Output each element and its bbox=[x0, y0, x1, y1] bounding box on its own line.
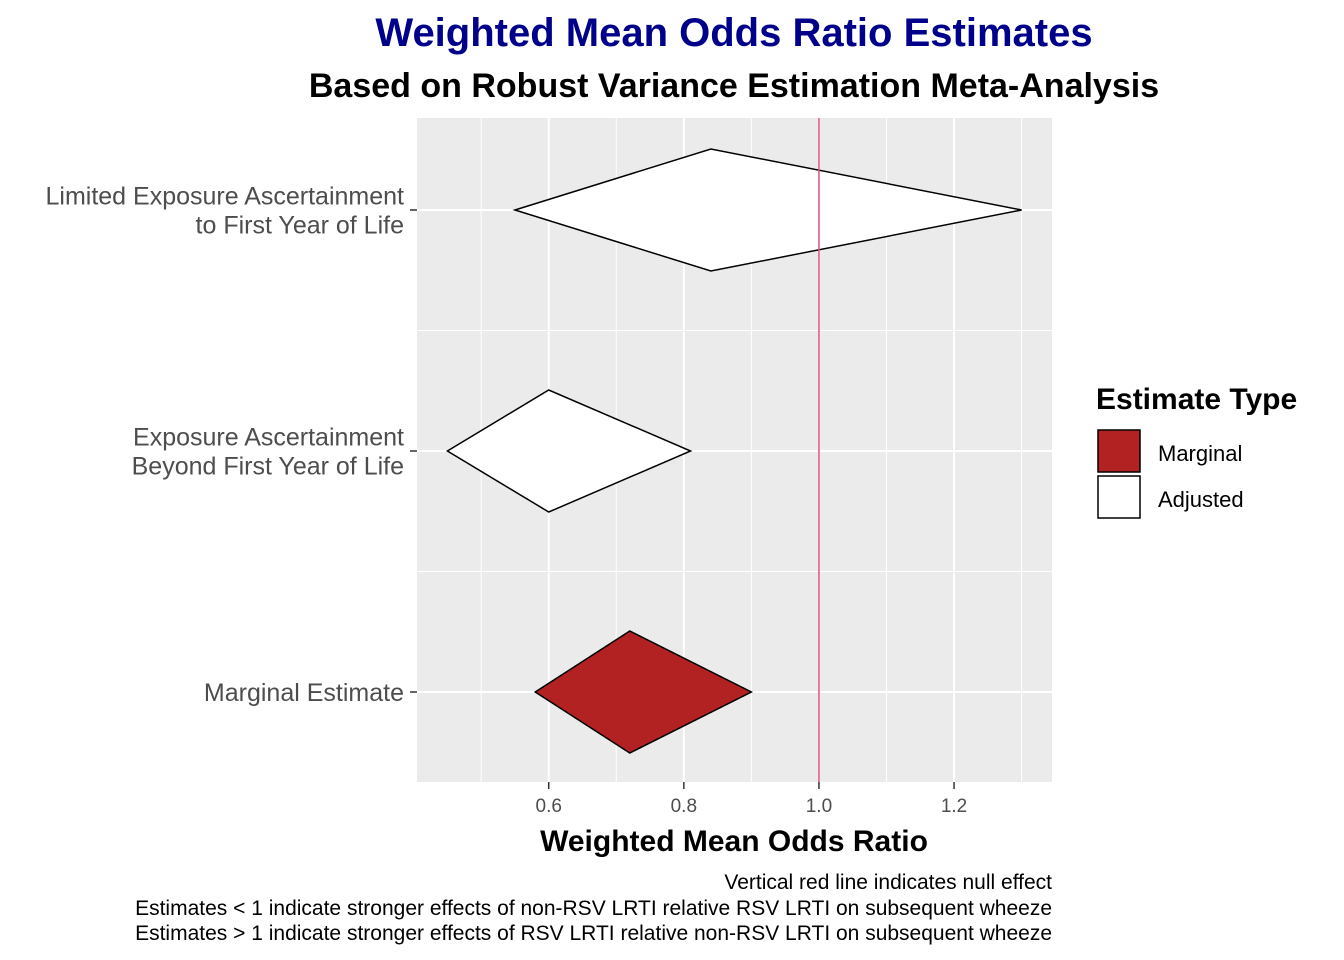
legend-key-adjusted bbox=[1097, 475, 1141, 519]
axes: 0.6 0.8 1.0 1.2 Limited Exposure Ascertainme… bbox=[45, 183, 967, 818]
x-tick-label: 1.2 bbox=[941, 796, 967, 817]
x-axis-title: Weighted Mean Odds Ratio bbox=[540, 825, 928, 858]
y-tick-label: Beyond First Year of Life bbox=[132, 453, 404, 481]
caption-line-1: Vertical red line indicates null effect bbox=[724, 871, 1052, 894]
legend: Estimate Type Marginal Adjusted bbox=[1096, 383, 1297, 519]
legend-key-marginal bbox=[1097, 429, 1141, 473]
legend-label-marginal: Marginal bbox=[1158, 441, 1242, 466]
y-tick-label: Exposure Ascertainment bbox=[133, 424, 404, 452]
estimate-diamond-adjusted bbox=[512, 148, 1022, 272]
y-tick-label: Marginal Estimate bbox=[204, 679, 404, 707]
caption-line-3: Estimates > 1 indicate stronger effects … bbox=[135, 922, 1052, 945]
legend-title: Estimate Type bbox=[1096, 383, 1297, 416]
estimate-diamond-marginal bbox=[533, 630, 754, 754]
legend-label-adjusted: Adjusted bbox=[1158, 487, 1244, 512]
estimate-diamond-adjusted bbox=[445, 389, 693, 513]
x-tick-label: 0.8 bbox=[671, 796, 697, 817]
estimate-diamonds bbox=[445, 118, 1022, 782]
x-tick-label: 1.0 bbox=[806, 796, 832, 817]
caption-line-2: Estimates < 1 indicate stronger effects … bbox=[135, 897, 1052, 920]
y-tick-label: to First Year of Life bbox=[196, 212, 404, 240]
chart-subtitle: Based on Robust Variance Estimation Meta… bbox=[309, 67, 1159, 105]
y-tick-label: Limited Exposure Ascertainment bbox=[45, 183, 404, 211]
chart-title: Weighted Mean Odds Ratio Estimates bbox=[375, 11, 1092, 55]
caption: Vertical red line indicates null effect … bbox=[135, 871, 1052, 945]
x-tick-label: 0.6 bbox=[536, 796, 562, 817]
